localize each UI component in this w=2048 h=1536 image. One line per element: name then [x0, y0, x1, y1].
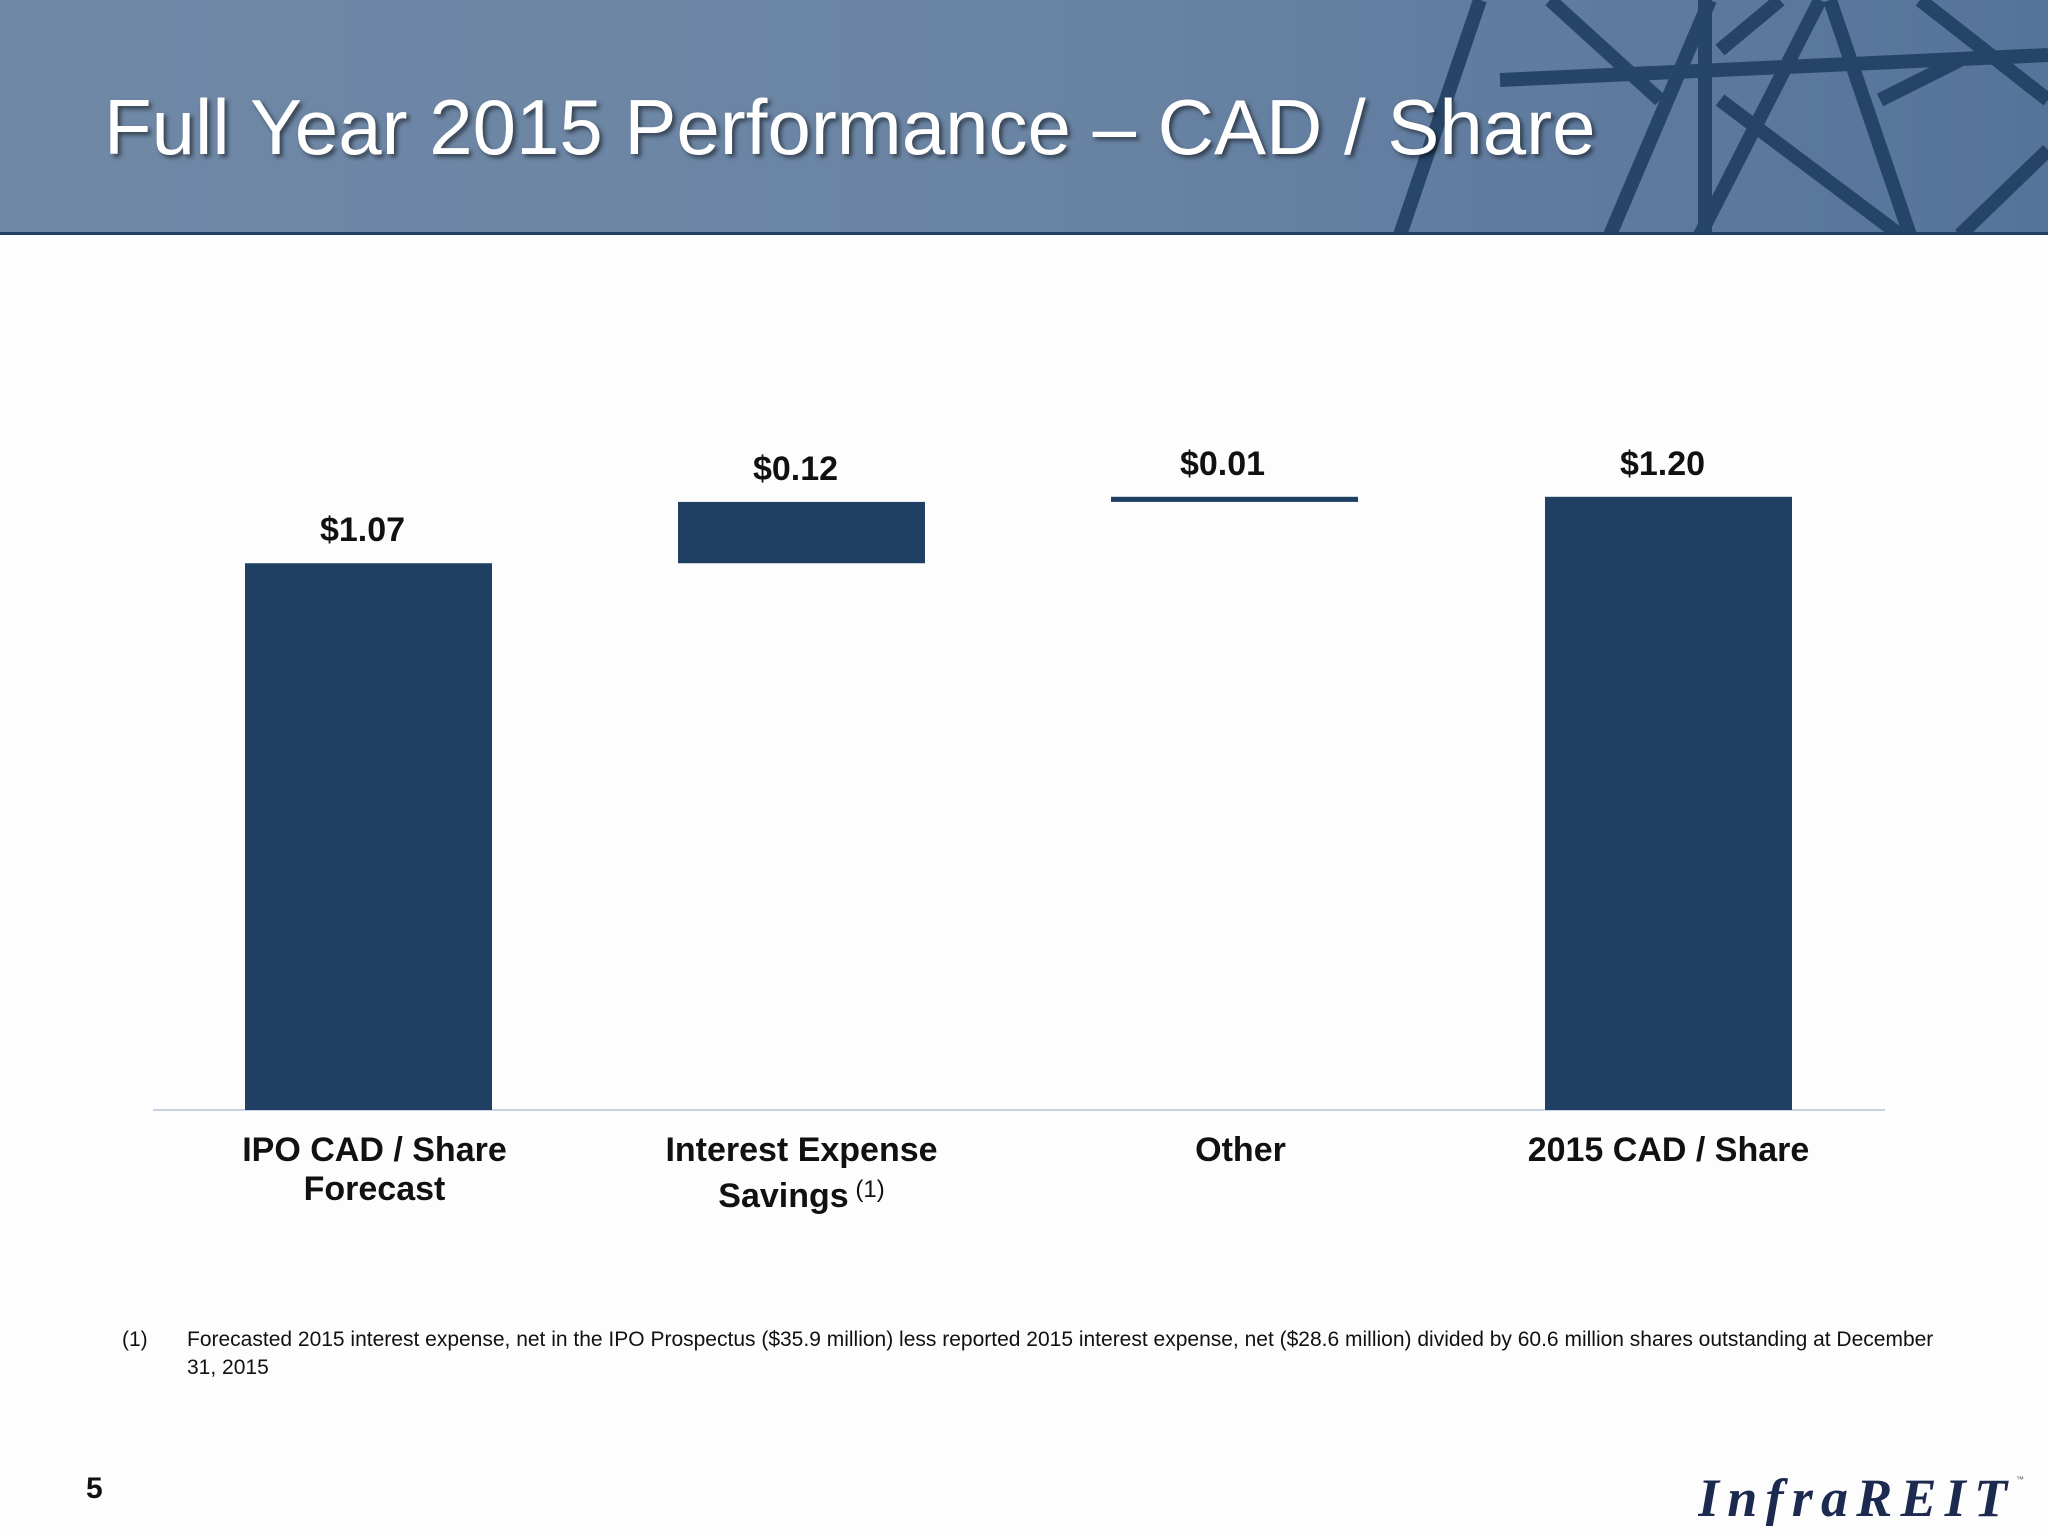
svg-text:™: ™	[2016, 1475, 2024, 1484]
page-number: 5	[86, 1472, 103, 1505]
category-label-3: 2015 CAD / Share	[1469, 1131, 1869, 1170]
bar-0	[245, 563, 492, 1110]
data-label-1: $0.12	[753, 450, 838, 488]
category-label-1: Interest Expense Savings (1)	[602, 1131, 1002, 1216]
category-label-line: Interest Expense	[665, 1131, 938, 1169]
category-label-line: Savings (1)	[718, 1176, 885, 1215]
data-label-0: $1.07	[320, 511, 405, 549]
category-label-0: IPO CAD / Share Forecast	[175, 1131, 575, 1209]
bar-3	[1545, 496, 1792, 1110]
transmission-tower-graphic	[1393, 0, 2048, 232]
data-label-2: $0.01	[1180, 445, 1265, 483]
category-label-2: Other	[1041, 1131, 1441, 1170]
bar-2	[1111, 496, 1358, 502]
category-label-line: IPO CAD / Share	[242, 1131, 507, 1169]
bar-1	[678, 501, 925, 564]
header-banner: Full Year 2015 Performance – CAD / Share	[0, 0, 2048, 235]
svg-text:InfraREIT: InfraREIT	[1698, 1470, 2009, 1526]
slide-title: Full Year 2015 Performance – CAD / Share	[104, 83, 1596, 171]
category-label-line: 2015 CAD / Share	[1527, 1131, 1810, 1169]
footnote-reference: (1)	[848, 1176, 885, 1203]
infrareit-logo: InfraREIT ™	[1698, 1470, 2024, 1526]
category-label-line: Forecast	[303, 1170, 446, 1208]
waterfall-chart: $1.07 $0.12 $0.01 $1.20	[153, 445, 1885, 1111]
footnote-text: Forecasted 2015 interest expense, net in…	[187, 1328, 1934, 1379]
category-label-line: Other	[1195, 1131, 1286, 1169]
data-label-3: $1.20	[1620, 445, 1705, 483]
footnote-marker: (1)	[122, 1328, 148, 1351]
